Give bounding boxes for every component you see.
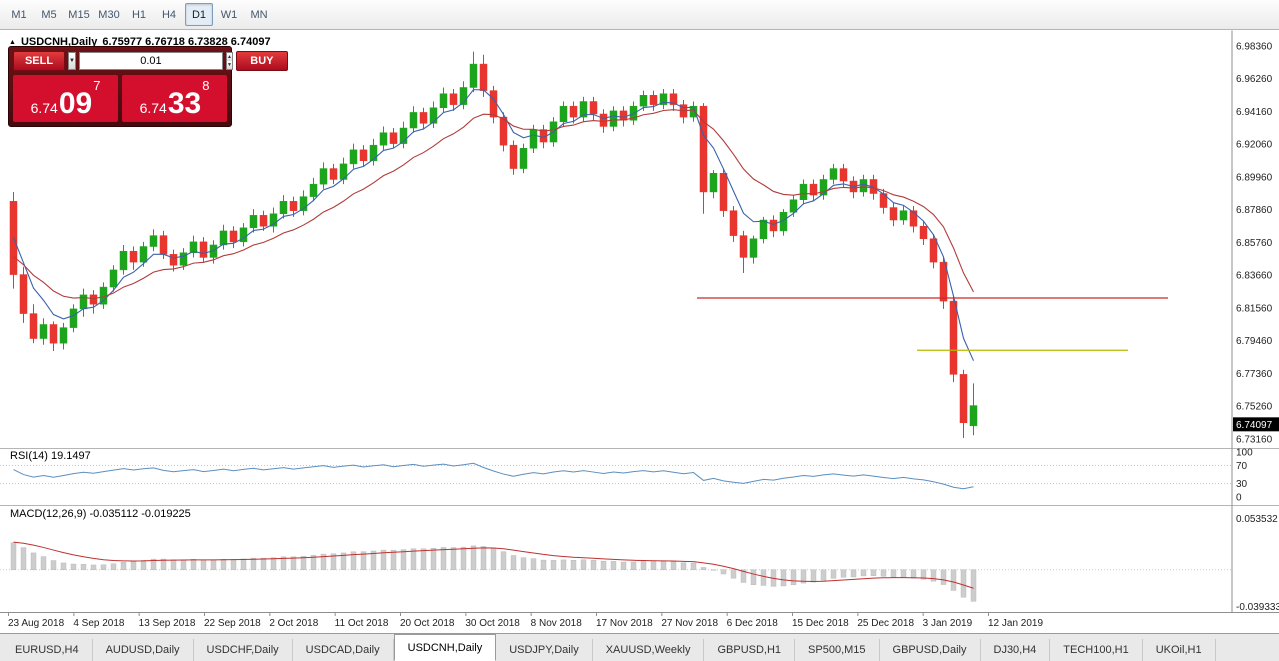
svg-text:6.96260: 6.96260: [1236, 74, 1273, 85]
timeframe-button-d1[interactable]: D1: [185, 3, 213, 26]
svg-text:6.85760: 6.85760: [1236, 238, 1273, 249]
buy-price-prefix: 6.74: [139, 100, 167, 116]
tab-xauusd-weekly[interactable]: XAUUSD,Weekly: [593, 639, 705, 661]
tab-dj30-h4[interactable]: DJ30,H4: [981, 639, 1051, 661]
timeframe-button-w1[interactable]: W1: [220, 8, 238, 21]
tab-usdcnh-daily[interactable]: USDCNH,Daily: [393, 634, 497, 661]
tab-usdcad-daily[interactable]: USDCAD,Daily: [293, 639, 394, 661]
tab-gbpusd-h1[interactable]: GBPUSD,H1: [704, 639, 796, 661]
buy-button[interactable]: BUY: [235, 51, 288, 71]
svg-text:6.73160: 6.73160: [1236, 434, 1273, 445]
svg-text:0.053532: 0.053532: [1236, 514, 1278, 525]
svg-text:6 Dec 2018: 6 Dec 2018: [727, 618, 779, 629]
tab-usdjpy-daily[interactable]: USDJPY,Daily: [496, 639, 593, 661]
chart-symbol-label: USDCNH,Daily: [20, 36, 98, 48]
timeframe-toolbar: M1 M5 M15 M30 H1 H4 D1 W1 MN: [0, 0, 1279, 30]
dropdown-arrow-icon: ▼: [69, 58, 75, 64]
rsi-indicator-label: RSI(14) 19.1497: [10, 450, 91, 462]
svg-text:12 Jan 2019: 12 Jan 2019: [988, 618, 1043, 629]
lot-decrease-button[interactable]: ▼: [226, 61, 232, 69]
svg-text:6.79460: 6.79460: [1236, 336, 1273, 347]
buy-price-display[interactable]: 6.74 33 8: [122, 75, 227, 122]
svg-text:6.77360: 6.77360: [1236, 369, 1273, 380]
timeframe-button-m15[interactable]: M15: [68, 8, 90, 21]
svg-text:8 Nov 2018: 8 Nov 2018: [531, 618, 583, 629]
svg-text:100: 100: [1236, 448, 1253, 459]
tab-audusd-daily[interactable]: AUDUSD,Daily: [93, 639, 194, 661]
svg-text:0: 0: [1236, 493, 1242, 504]
tab-tech100-h1[interactable]: TECH100,H1: [1050, 639, 1143, 661]
svg-text:30: 30: [1236, 479, 1248, 490]
tab-ukoil-h1[interactable]: UKOil,H1: [1143, 639, 1216, 661]
timeframe-button-m30[interactable]: M30: [98, 8, 120, 21]
svg-text:27 Nov 2018: 27 Nov 2018: [661, 618, 718, 629]
svg-text:6.94160: 6.94160: [1236, 107, 1273, 118]
timeframe-button-m1[interactable]: M1: [11, 8, 27, 21]
sell-price-pip-digit: 7: [93, 78, 101, 93]
timeframe-button-m5[interactable]: M5: [41, 8, 57, 21]
lot-increase-button[interactable]: ▲: [226, 53, 232, 61]
sell-price-display[interactable]: 6.74 09 7: [13, 75, 118, 122]
lot-size-input[interactable]: [78, 52, 223, 70]
svg-text:6.89960: 6.89960: [1236, 172, 1273, 183]
svg-text:25 Dec 2018: 25 Dec 2018: [857, 618, 914, 629]
svg-text:6.81560: 6.81560: [1236, 303, 1273, 314]
chart-ohlc-values: 6.75977 6.76718 6.73828 6.74097: [102, 36, 271, 48]
chart-title: ▲ USDCNH,Daily 6.75977 6.76718 6.73828 6…: [9, 36, 271, 48]
sell-price-big-digits: 09: [58, 87, 93, 120]
buy-price-pip-digit: 8: [202, 78, 210, 93]
svg-text:3 Jan 2019: 3 Jan 2019: [923, 618, 973, 629]
sell-price-prefix: 6.74: [30, 100, 58, 116]
timeframe-button-h1[interactable]: H1: [131, 8, 147, 21]
svg-text:30 Oct 2018: 30 Oct 2018: [465, 618, 520, 629]
one-click-trading-panel: SELL ▼ ▲ ▼ BUY 6.74 09 7 6.74 33 8: [8, 46, 288, 127]
svg-text:17 Nov 2018: 17 Nov 2018: [596, 618, 653, 629]
lot-dropdown-button[interactable]: ▼: [68, 52, 76, 70]
svg-text:6.92060: 6.92060: [1236, 140, 1273, 151]
svg-text:-0.039333: -0.039333: [1236, 602, 1279, 613]
svg-text:6.74097: 6.74097: [1236, 420, 1273, 431]
tab-gbpusd-daily[interactable]: GBPUSD,Daily: [880, 639, 981, 661]
timeframe-button-mn[interactable]: MN: [250, 8, 268, 21]
tab-sp500-m15[interactable]: SP500,M15: [795, 639, 880, 661]
chart-tab-bar: EURUSD,H4 AUDUSD,Daily USDCHF,Daily USDCAD,…: [0, 633, 1279, 661]
svg-text:70: 70: [1236, 461, 1248, 472]
svg-text:22 Sep 2018: 22 Sep 2018: [204, 618, 261, 629]
macd-indicator-label: MACD(12,26,9) -0.035112 -0.019225: [10, 508, 191, 520]
chart-shift-icon: ▲: [9, 38, 16, 46]
svg-text:6.98360: 6.98360: [1236, 42, 1273, 53]
tab-usdchf-daily[interactable]: USDCHF,Daily: [194, 639, 293, 661]
chart-canvas[interactable]: 6.98360 6.96260 6.94160 6.92060 6.89960 6.878…: [0, 30, 1279, 633]
lot-spinner: ▲ ▼: [225, 52, 233, 70]
timeframe-button-h4[interactable]: H4: [161, 8, 177, 21]
svg-text:2 Oct 2018: 2 Oct 2018: [269, 618, 318, 629]
svg-text:13 Sep 2018: 13 Sep 2018: [139, 618, 196, 629]
svg-text:15 Dec 2018: 15 Dec 2018: [792, 618, 849, 629]
svg-text:11 Oct 2018: 11 Oct 2018: [335, 618, 389, 629]
svg-text:4 Sep 2018: 4 Sep 2018: [73, 618, 125, 629]
svg-text:6.75260: 6.75260: [1236, 402, 1273, 413]
svg-text:6.83660: 6.83660: [1236, 271, 1273, 282]
svg-text:6.87860: 6.87860: [1236, 205, 1273, 216]
sell-button[interactable]: SELL: [13, 51, 65, 71]
tab-eurusd-h4[interactable]: EURUSD,H4: [2, 639, 93, 661]
svg-text:23 Aug 2018: 23 Aug 2018: [8, 618, 65, 629]
buy-price-big-digits: 33: [167, 87, 202, 120]
svg-text:20 Oct 2018: 20 Oct 2018: [400, 618, 455, 629]
